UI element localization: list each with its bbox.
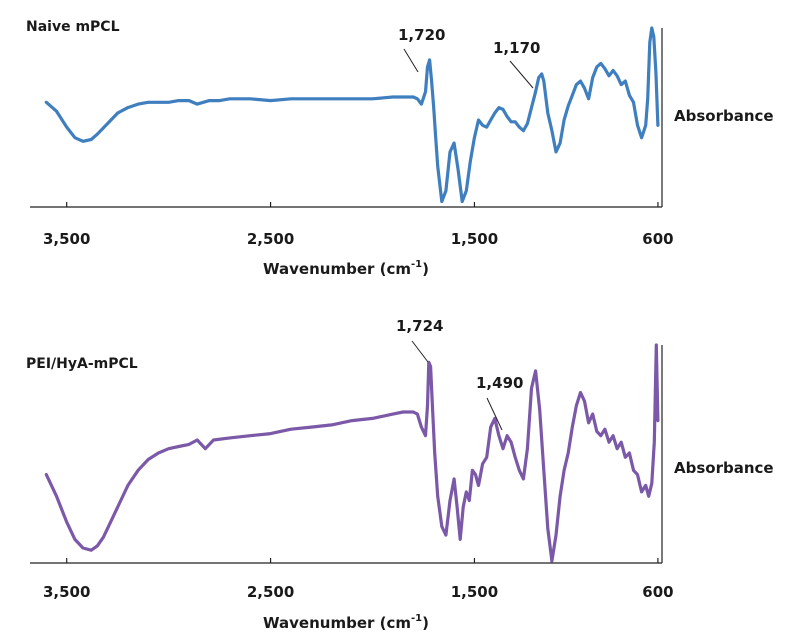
peak-label: 1,720 xyxy=(398,26,445,44)
x-tick-label: 2,500 xyxy=(247,583,294,601)
y-axis-title: Absorbance xyxy=(674,459,774,477)
x-tick-label: 3,500 xyxy=(43,583,90,601)
panel-title: PEI/HyA-mPCL xyxy=(26,356,138,372)
x-tick-label: 1,500 xyxy=(451,230,498,248)
x-axis-title: Wavenumber (cm-1) xyxy=(263,613,429,632)
peak-label: 1,490 xyxy=(476,374,523,392)
panel-title: Naive mPCL xyxy=(26,19,120,35)
spectrum-line xyxy=(44,343,660,563)
peak-label: 1,724 xyxy=(396,317,443,335)
chart-panel-1: 3,500 2,500 1,500 600 Wavenumber (cm-1) Naive… xyxy=(26,19,774,278)
peak-leader-line xyxy=(486,397,503,431)
peak-leader-line xyxy=(411,340,429,363)
peak-leader-line xyxy=(403,48,419,73)
spectrum-line xyxy=(44,26,660,204)
x-axis-title: Wavenumber (cm-1) xyxy=(263,259,429,278)
x-tick-label: 2,500 xyxy=(247,230,294,248)
peak-label: 1,170 xyxy=(493,39,540,57)
peak-leader-line xyxy=(509,60,534,89)
chart-panel-2: 3,500 2,500 1,500 600 Wavenumber (cm-1) PEI/H… xyxy=(26,317,774,632)
x-tick-label: 1,500 xyxy=(451,583,498,601)
y-axis-title: Absorbance xyxy=(674,107,774,125)
x-tick-label: 600 xyxy=(642,230,673,248)
x-tick-label: 600 xyxy=(642,583,673,601)
x-tick-label: 3,500 xyxy=(43,230,90,248)
